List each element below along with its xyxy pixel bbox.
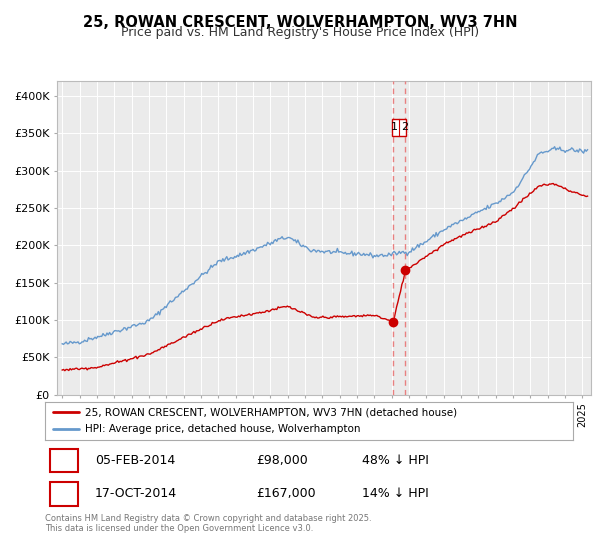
- Text: Price paid vs. HM Land Registry's House Price Index (HPI): Price paid vs. HM Land Registry's House …: [121, 26, 479, 39]
- Bar: [50, 482, 78, 506]
- Text: 14% ↓ HPI: 14% ↓ HPI: [362, 487, 428, 501]
- Text: 1: 1: [391, 123, 398, 133]
- Text: 05-FEB-2014: 05-FEB-2014: [95, 454, 175, 467]
- Text: £167,000: £167,000: [256, 487, 316, 501]
- Text: 48% ↓ HPI: 48% ↓ HPI: [362, 454, 428, 467]
- Text: 2: 2: [401, 123, 408, 133]
- Text: 2: 2: [60, 487, 68, 501]
- Text: £98,000: £98,000: [256, 454, 308, 467]
- Text: 25, ROWAN CRESCENT, WOLVERHAMPTON, WV3 7HN: 25, ROWAN CRESCENT, WOLVERHAMPTON, WV3 7…: [83, 15, 517, 30]
- Bar: [50, 449, 78, 472]
- Text: Contains HM Land Registry data © Crown copyright and database right 2025.
This d: Contains HM Land Registry data © Crown c…: [45, 514, 371, 534]
- Text: HPI: Average price, detached house, Wolverhampton: HPI: Average price, detached house, Wolv…: [85, 424, 360, 435]
- Bar: [392, 119, 406, 136]
- Text: 25, ROWAN CRESCENT, WOLVERHAMPTON, WV3 7HN (detached house): 25, ROWAN CRESCENT, WOLVERHAMPTON, WV3 7…: [85, 407, 457, 417]
- Text: 1: 1: [60, 454, 68, 467]
- Text: 17-OCT-2014: 17-OCT-2014: [95, 487, 177, 501]
